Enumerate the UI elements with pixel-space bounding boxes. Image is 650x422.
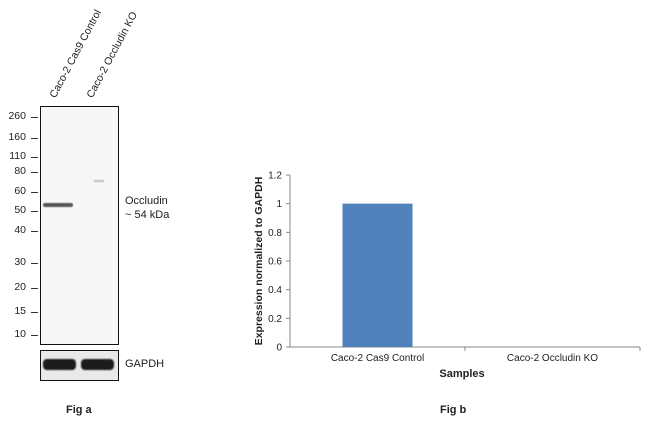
mw-marker-tick	[31, 312, 38, 313]
mw-marker-tick	[31, 192, 38, 193]
x-axis-label: Samples	[439, 368, 484, 380]
y-axis-ticks: 0 0.2 0.4 0.6 0.8 1 1.2	[268, 171, 290, 354]
expression-bar-chart: 00.20.40.60.811.2 Caco-2 Cas9 Control Cac…	[253, 171, 641, 380]
y-tick-label: 0.8	[268, 228, 282, 239]
y-tick-label: 0	[276, 343, 282, 354]
x-axis-tick-labels: Caco-2 Cas9 Control Caco-2 Occludin KO	[331, 347, 641, 364]
mw-marker-tick	[31, 263, 38, 264]
mw-marker-label: 80	[14, 165, 26, 177]
gapdh-label: GAPDH	[125, 358, 165, 370]
mw-marker-tick	[31, 335, 38, 336]
mw-marker-label: 30	[14, 256, 26, 268]
mw-marker-tick	[31, 138, 38, 139]
mw-marker-label: 160	[8, 131, 26, 143]
y-axis-label: Expression normalized to GAPDH	[253, 177, 265, 346]
mw-marker-label: 110	[9, 150, 26, 162]
y-tick-label: 1	[276, 199, 282, 210]
fig-b-caption: Fig b	[440, 404, 467, 416]
occludin-band	[43, 203, 73, 207]
x-tick-label: Caco-2 Cas9 Control	[331, 353, 424, 364]
bars-group	[342, 203, 413, 347]
mw-marker-tick	[31, 231, 38, 232]
gapdh-band-1	[43, 359, 76, 370]
mw-marker-label: 260	[8, 110, 26, 122]
y-tick-label: 0.4	[268, 285, 282, 296]
x-tick-label: Caco-2 Occludin KO	[507, 353, 598, 364]
fig-a-caption: Fig a	[66, 404, 92, 416]
bar-1	[342, 203, 413, 347]
mw-marker-label: 20	[14, 281, 26, 293]
mw-marker-tick	[31, 157, 38, 158]
mw-marker-tick	[31, 211, 38, 212]
faint-band-ko	[94, 180, 104, 182]
gapdh-band-2	[81, 359, 114, 370]
y-tick-label: 0.6	[268, 257, 282, 268]
blot-membrane	[40, 106, 119, 345]
mw-marker-label: 15	[14, 305, 26, 317]
band-size: ~ 54 kDa	[125, 209, 170, 221]
y-tick-label: 0.2	[268, 314, 282, 325]
mw-marker-label: 10	[14, 328, 26, 340]
mw-marker-label: 40	[14, 224, 26, 236]
mw-marker-tick	[31, 117, 38, 118]
band-annotation: Occludin ~ 54 kDa	[125, 194, 169, 222]
mw-marker-label: 60	[14, 185, 26, 197]
mw-marker-tick	[31, 172, 38, 173]
mw-marker-label: 50	[14, 204, 26, 216]
mw-marker-tick	[31, 288, 38, 289]
gapdh-blot	[40, 350, 119, 381]
band-name: Occludin	[125, 195, 168, 207]
y-tick-label: 1.2	[268, 171, 282, 182]
